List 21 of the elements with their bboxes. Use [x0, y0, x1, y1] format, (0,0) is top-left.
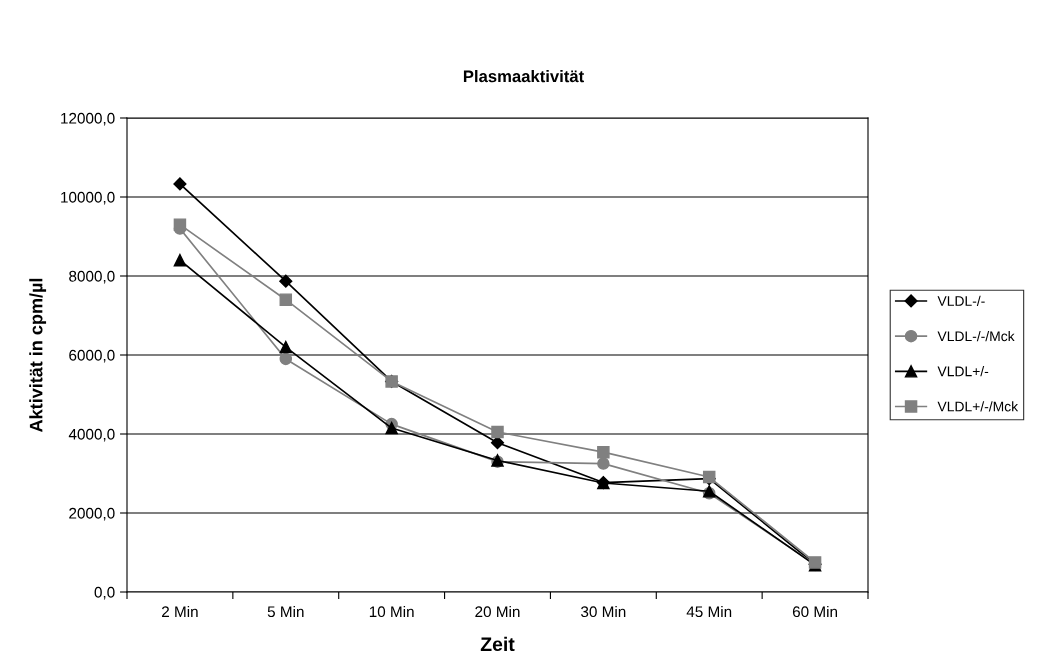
x-tick-label: 30 Min [581, 605, 626, 618]
legend-label: VLDL-/- [937, 295, 985, 306]
legend-label: VLDL+/- [937, 366, 989, 377]
y-tick-label: 8000,0 [69, 270, 115, 284]
legend-label: VLDL+/-/Mck [937, 401, 1019, 412]
x-tick-label: 2 Min [162, 605, 198, 617]
x-tick-label: 5 Min [267, 605, 304, 618]
y-tick-label: 2000,0 [69, 507, 115, 521]
y-tick-label: 0,0 [94, 586, 115, 600]
x-tick-label: 60 Min [792, 605, 838, 618]
legend-label: VLDL-/-/Mck [937, 330, 1015, 342]
chart-title: Plasmaaktivität [463, 70, 584, 83]
x-tick-label: 10 Min [369, 605, 414, 618]
x-tick-label: 20 Min [475, 605, 520, 618]
x-axis-title: Zeit [480, 636, 515, 652]
x-tick-label: 45 Min [686, 605, 732, 618]
y-tick-label: 10000,0 [61, 191, 115, 205]
y-tick-label: 4000,0 [68, 428, 115, 442]
y-tick-label: 6000,0 [69, 349, 115, 363]
y-axis-title: Aktivität in cpm/µl [29, 278, 47, 432]
y-tick-label: 12000,0 [61, 112, 115, 126]
